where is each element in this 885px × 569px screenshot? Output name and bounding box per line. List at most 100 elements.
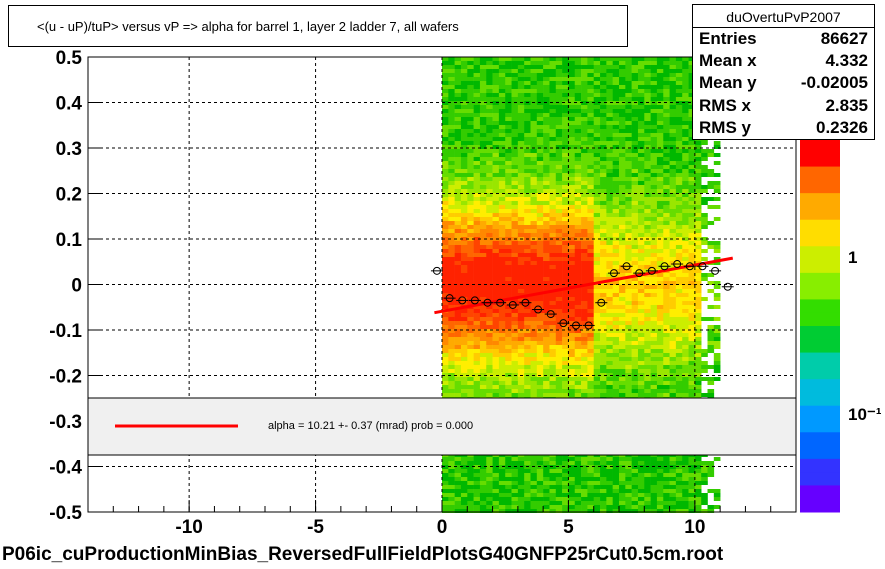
heat-cell xyxy=(549,325,557,329)
heat-cell xyxy=(536,277,544,281)
heat-cell xyxy=(442,313,449,317)
heat-cell xyxy=(442,233,449,237)
heat-cell xyxy=(486,285,493,289)
heat-cell xyxy=(479,369,487,373)
heat-cell xyxy=(517,297,525,301)
heat-cell xyxy=(644,369,651,373)
heat-cell xyxy=(656,77,664,81)
heat-cell xyxy=(448,257,455,261)
heat-cell xyxy=(498,365,506,369)
heat-cell xyxy=(650,301,658,305)
heat-cell xyxy=(600,509,607,513)
heat-cell xyxy=(498,249,506,253)
heat-cell xyxy=(442,317,449,321)
heat-cell xyxy=(688,73,696,77)
heat-cell xyxy=(650,293,658,297)
heat-cell xyxy=(536,193,544,197)
heat-cell xyxy=(517,61,525,65)
heat-cell xyxy=(682,221,689,225)
heat-cell xyxy=(606,113,613,117)
heat-cell xyxy=(460,309,468,313)
heat-cell xyxy=(536,333,544,337)
heat-cell xyxy=(625,117,632,121)
heat-cell xyxy=(479,205,487,209)
heat-cell xyxy=(669,301,677,305)
heat-cell xyxy=(612,329,620,333)
heat-cell xyxy=(682,261,689,265)
heat-cell xyxy=(467,61,474,65)
heat-cell xyxy=(448,505,455,509)
heat-cell xyxy=(467,505,474,509)
heat-cell xyxy=(625,277,632,281)
heat-cell xyxy=(631,261,639,265)
heat-cell xyxy=(460,325,468,329)
heat-cell xyxy=(467,357,474,361)
heat-cell xyxy=(536,341,544,345)
heat-cell xyxy=(593,341,601,345)
colorbar-band xyxy=(800,352,840,367)
heat-cell xyxy=(644,473,651,477)
heat-cell xyxy=(574,345,582,349)
fit-legend xyxy=(87,397,797,456)
heat-cell xyxy=(600,233,607,237)
heat-cell xyxy=(568,165,576,169)
heat-cell xyxy=(486,269,493,273)
heat-cell xyxy=(675,141,683,145)
heat-cell xyxy=(517,365,525,369)
colorbar-band xyxy=(800,445,840,460)
heat-cell xyxy=(498,317,506,321)
heat-cell xyxy=(486,469,493,473)
heat-cell xyxy=(694,177,702,181)
heat-cell xyxy=(619,197,626,201)
heat-cell xyxy=(530,245,538,249)
heat-cell xyxy=(619,385,626,389)
heat-cell xyxy=(688,333,696,337)
heat-cell xyxy=(473,477,481,481)
heat-cell xyxy=(511,285,519,289)
heat-cell xyxy=(619,325,626,329)
heat-cell xyxy=(650,209,658,213)
heat-cell xyxy=(549,177,557,181)
heat-cell xyxy=(543,349,550,353)
heat-cell xyxy=(442,373,449,377)
heat-cell xyxy=(460,105,468,109)
heat-cell xyxy=(473,137,481,141)
heat-cell xyxy=(593,289,601,293)
heat-cell xyxy=(606,257,613,261)
heat-cell xyxy=(498,305,506,309)
heat-cell xyxy=(562,209,569,213)
heat-cell xyxy=(625,205,632,209)
heat-cell xyxy=(517,217,525,221)
heat-cell xyxy=(492,293,500,297)
heat-cell xyxy=(536,213,544,217)
heat-cell xyxy=(460,457,468,461)
heat-cell xyxy=(498,145,506,149)
heat-cell xyxy=(669,69,677,73)
heat-cell xyxy=(492,285,500,289)
heat-cell xyxy=(688,349,696,353)
heat-cell xyxy=(625,329,632,333)
heat-cell xyxy=(631,285,639,289)
heat-cell xyxy=(663,61,670,65)
heat-cell xyxy=(543,361,550,365)
heat-cell xyxy=(581,249,588,253)
heat-cell xyxy=(581,117,588,121)
heat-cell xyxy=(460,273,468,277)
heat-cell xyxy=(574,89,582,93)
heat-cell xyxy=(619,505,626,509)
heat-cell xyxy=(600,325,607,329)
heat-cell xyxy=(511,145,519,149)
heat-cell xyxy=(694,217,702,221)
heat-cell xyxy=(644,353,651,357)
heat-cell xyxy=(467,177,474,181)
heat-cell xyxy=(701,377,708,381)
heat-cell xyxy=(713,353,721,357)
heat-cell xyxy=(448,509,455,513)
heat-cell xyxy=(486,289,493,293)
heat-cell xyxy=(492,241,500,245)
heat-cell xyxy=(694,293,702,297)
heat-cell xyxy=(498,85,506,89)
heat-cell xyxy=(612,337,620,341)
heat-cell xyxy=(505,193,512,197)
heat-cell xyxy=(517,77,525,81)
